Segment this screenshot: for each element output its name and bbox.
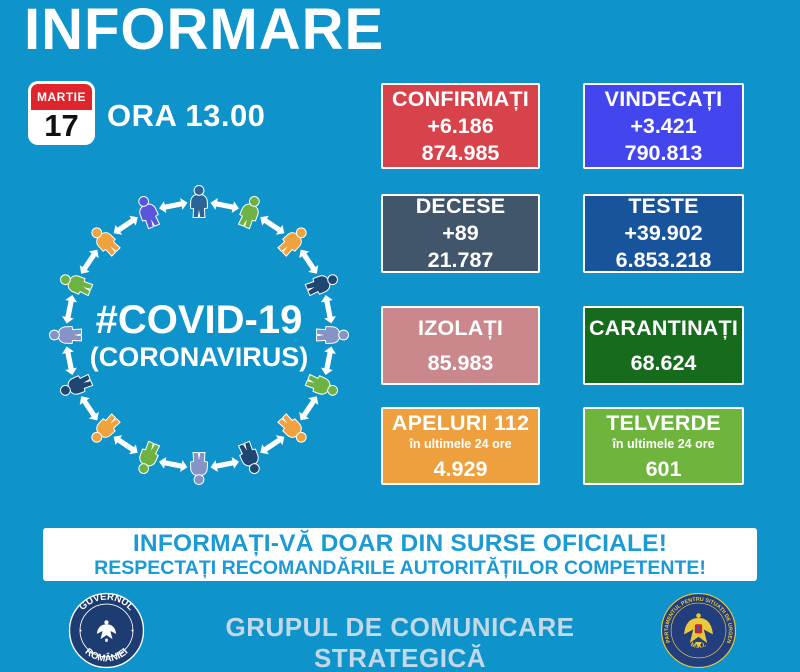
stat-delta: +6.186 xyxy=(427,113,494,138)
stat-subtitle: în ultimele 24 ore xyxy=(612,436,715,451)
person-icon xyxy=(138,196,161,230)
double-arrow-icon xyxy=(260,215,285,235)
stat-title: CONFIRMAȚI xyxy=(392,86,529,111)
stat-delta: +3.421 xyxy=(630,113,697,138)
double-arrow-icon xyxy=(159,198,188,214)
double-arrow-icon xyxy=(62,295,78,324)
eagle-emblem-icon xyxy=(96,620,117,642)
double-arrow-icon xyxy=(113,215,138,235)
coronavirus-label: (CORONAVIRUS) xyxy=(90,342,309,372)
person-icon xyxy=(316,325,349,345)
person-icon xyxy=(237,196,260,230)
covid-circle-svg: #COVID-19 (CORONAVIRUS) xyxy=(49,185,349,485)
people-circle-diagram: #COVID-19 (CORONAVIRUS) xyxy=(34,170,364,500)
person-icon xyxy=(304,274,338,297)
stat-subtitle: în ultimele 24 ore xyxy=(409,436,512,451)
stat-title: VINDECAȚI xyxy=(604,86,723,111)
page-title: INFORMARE xyxy=(24,0,385,62)
stat-total: 21.787 xyxy=(427,248,494,272)
double-arrow-icon xyxy=(210,456,239,472)
stat-box-confirmati: CONFIRMAȚI +6.186 874.985 xyxy=(381,83,540,169)
calendar-month: MARTIE xyxy=(31,84,92,110)
person-icon xyxy=(189,452,209,485)
stat-box-telverde: TELVERDE în ultimele 24 ore 601 xyxy=(583,407,744,485)
seal-bottom-text: ROMÂNIEI xyxy=(83,646,131,664)
double-arrow-icon xyxy=(299,249,319,274)
person-icon xyxy=(277,227,307,257)
strategic-communication-group-label: GRUPUL DE COMUNICARE STRATEGICĂ xyxy=(225,612,575,672)
stat-box-vindecati: VINDECAȚI +3.421 790.813 xyxy=(583,83,744,169)
person-icon xyxy=(138,440,161,474)
person-icon xyxy=(304,373,338,396)
double-arrow-icon xyxy=(320,346,336,375)
double-arrow-icon xyxy=(159,456,188,472)
person-icon xyxy=(49,325,82,345)
stat-total: 68.624 xyxy=(630,350,697,375)
golden-eagle-emblem-icon xyxy=(684,613,713,648)
double-arrow-icon xyxy=(62,346,78,375)
double-arrow-icon xyxy=(79,249,99,274)
person-icon xyxy=(189,185,209,218)
double-arrow-icon xyxy=(79,396,99,421)
stat-box-izolati: IZOLAȚI 85.983 xyxy=(381,306,540,385)
person-icon xyxy=(60,274,94,297)
stat-title: CARANTINAȚI xyxy=(588,315,739,340)
stat-total: 4.929 xyxy=(433,456,488,481)
stat-total: 601 xyxy=(645,456,682,481)
double-arrow-icon xyxy=(299,396,319,421)
person-icon xyxy=(91,227,121,257)
stat-total: 6.853.218 xyxy=(615,248,712,272)
stat-box-apeluri-112: APELURI 112 în ultimele 24 ore 4.929 xyxy=(381,407,540,485)
stat-box-decese: DECESE +89 21.787 xyxy=(381,194,540,273)
official-sources-banner: INFORMAȚI-VĂ DOAR DIN SURSE OFICIALE! RE… xyxy=(43,528,757,581)
stat-total: 790.813 xyxy=(624,140,703,165)
romanian-government-seal: GUVERNUL ROMÂNIEI xyxy=(68,592,145,669)
stat-delta: +89 xyxy=(442,221,479,245)
calendar-day: 17 xyxy=(44,108,79,143)
svg-text:ROMÂNIEI: ROMÂNIEI xyxy=(83,646,131,664)
stat-title: DECESE xyxy=(415,194,506,218)
calendar-icon: MARTIE 17 xyxy=(28,81,95,145)
time-label: ORA 13.00 xyxy=(107,98,266,133)
stat-box-carantinati: CARANTINAȚI 68.624 xyxy=(583,306,744,385)
person-icon xyxy=(237,440,260,474)
person-icon xyxy=(91,413,121,443)
double-arrow-icon xyxy=(210,198,239,214)
emergency-situations-department-seal: DEPARTAMENTUL PENTRU SITUAȚII DE URGENȚĂ… xyxy=(658,587,737,669)
covid-hashtag-label: #COVID-19 xyxy=(96,298,303,342)
person-icon xyxy=(277,413,307,443)
stat-title: TELVERDE xyxy=(606,410,721,435)
stat-box-teste: TESTE +39.902 6.853.218 xyxy=(583,194,744,273)
notice-line-1: INFORMAȚI-VĂ DOAR DIN SURSE OFICIALE! xyxy=(132,529,668,557)
stat-title: TESTE xyxy=(628,194,699,218)
stat-delta: +39.902 xyxy=(624,221,703,245)
double-arrow-icon xyxy=(320,295,336,324)
stat-total: 874.985 xyxy=(421,140,500,165)
double-arrow-icon xyxy=(113,435,138,455)
double-arrow-icon xyxy=(260,435,285,455)
stat-title: IZOLAȚI xyxy=(418,315,503,340)
person-icon xyxy=(60,373,94,396)
notice-line-2: RESPECTAȚI RECOMANDĂRILE AUTORITĂȚILOR C… xyxy=(94,556,706,579)
stat-total: 85.983 xyxy=(427,350,494,375)
stat-title: APELURI 112 xyxy=(391,410,530,435)
